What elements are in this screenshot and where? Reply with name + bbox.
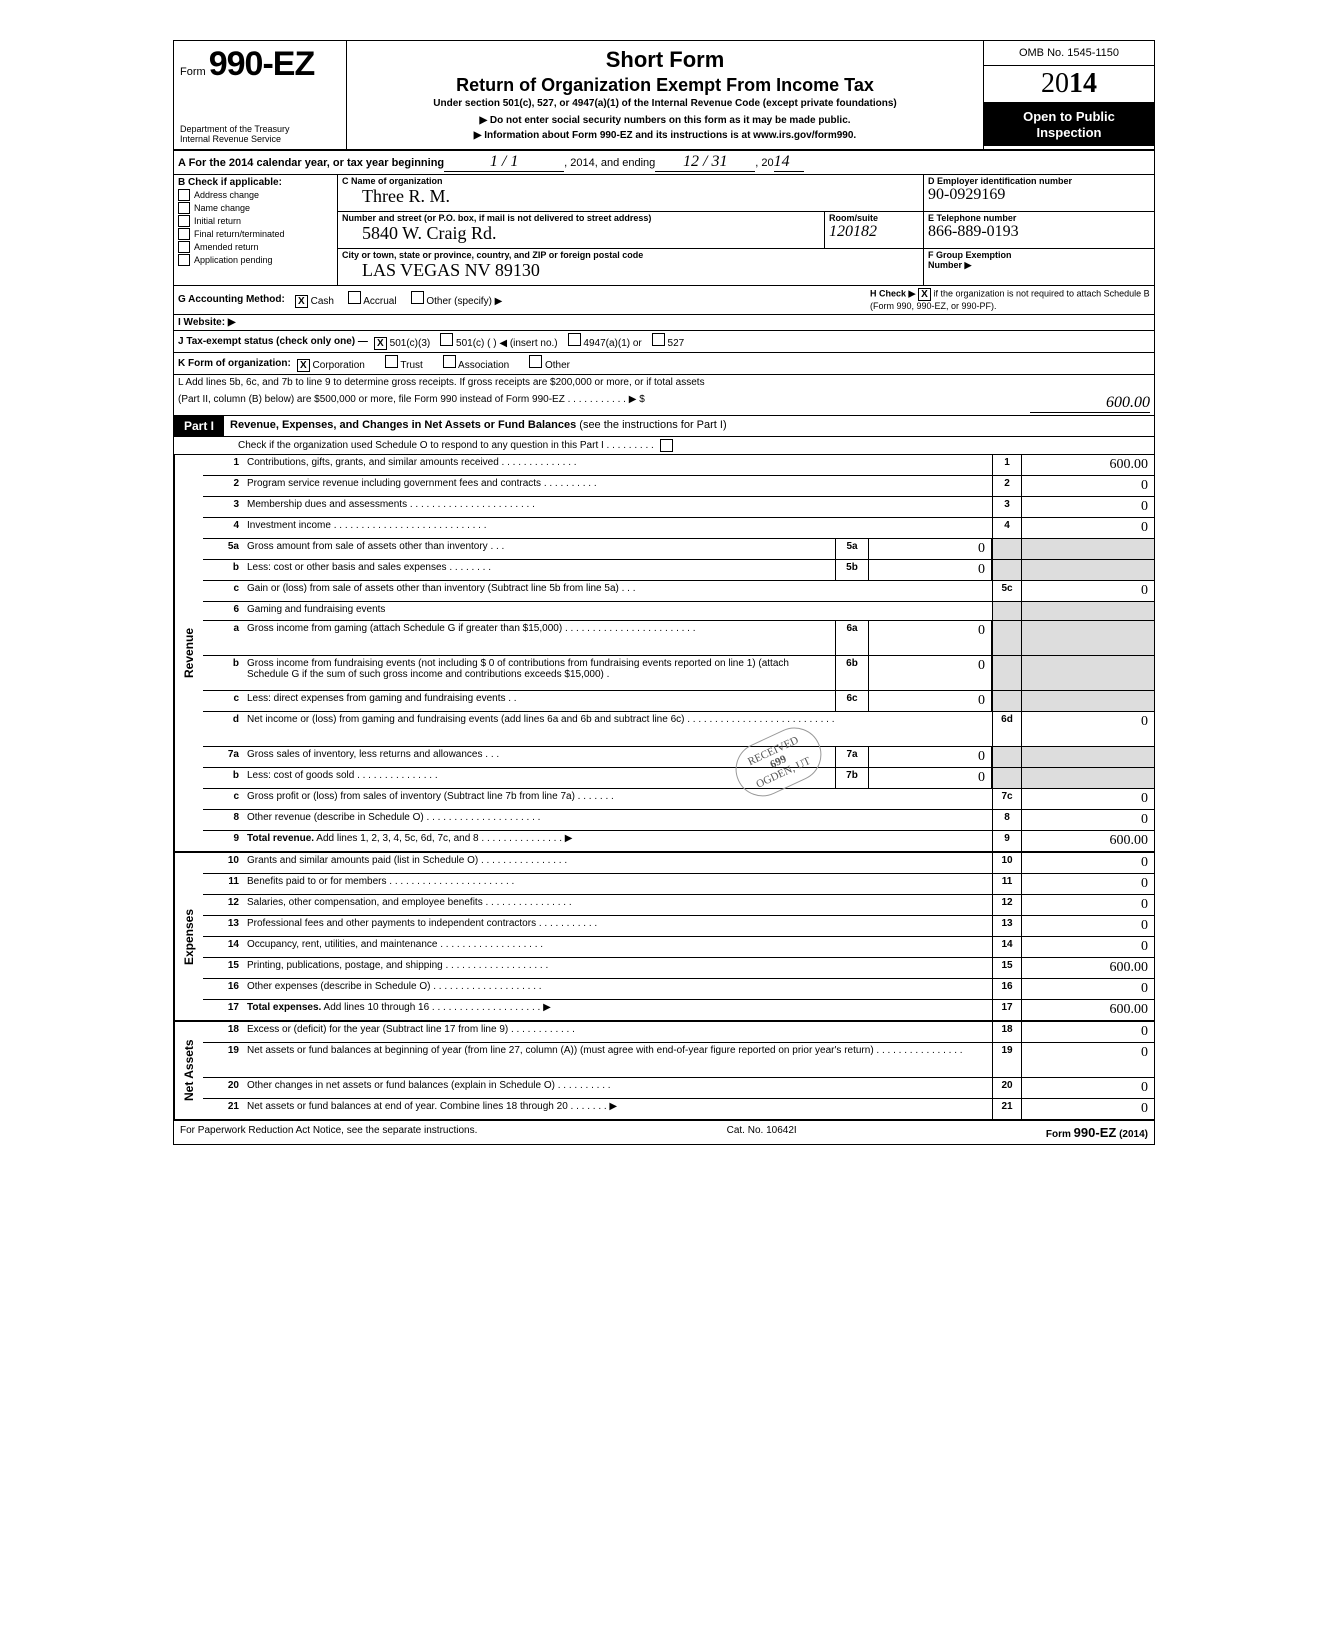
line-5c-amount[interactable]: 0 [1021,581,1154,601]
part1-check-scho: Check if the organization used Schedule … [174,437,1154,455]
line-i-website: I Website: ▶ [174,315,1154,331]
year-end[interactable]: 12 / 31 [655,153,755,172]
title-short: Short Form [355,47,975,73]
check-k-0[interactable]: X [297,359,310,372]
org-name[interactable]: Three R. M. [342,186,919,207]
right-box: OMB No. 1545-1150 2014 Open to Public In… [984,41,1154,149]
form-number-box: Form 990-EZ Department of the Treasury I… [174,41,347,149]
check-k-2[interactable] [443,355,456,368]
line-6b-value[interactable]: 0 [869,656,992,690]
line-2-amount[interactable]: 0 [1021,476,1154,496]
line-11-amount[interactable]: 0 [1021,874,1154,894]
line-21-amount[interactable]: 0 [1021,1099,1154,1119]
check-final-return-terminated[interactable] [178,228,190,240]
line-9-amount[interactable]: 600.00 [1021,831,1154,851]
line-l-gross: L Add lines 5b, 6c, and 7b to line 9 to … [174,375,1154,416]
check-g-0[interactable]: X [295,295,308,308]
tax-year: 2014 [984,66,1154,103]
check-application-pending[interactable] [178,254,190,266]
line-20-amount[interactable]: 0 [1021,1078,1154,1098]
check-g-2[interactable] [411,291,424,304]
line-10-amount[interactable]: 0 [1021,853,1154,873]
check-j-2[interactable] [568,333,581,346]
side-label-revenue: Revenue [174,455,203,851]
line-19-amount[interactable]: 0 [1021,1043,1154,1077]
line-7a-value[interactable]: 0 [869,747,992,767]
side-label-expenses: Expenses [174,853,203,1020]
open-to-public: Open to Public Inspection [984,103,1154,146]
part1-header: Part I Revenue, Expenses, and Changes in… [174,416,1154,437]
line-6a-value[interactable]: 0 [869,621,992,655]
title-sub: Under section 501(c), 527, or 4947(a)(1)… [355,98,975,109]
check-k-1[interactable] [385,355,398,368]
check-h[interactable]: X [918,288,931,301]
line-5b-value[interactable]: 0 [869,560,992,580]
line-18-amount[interactable]: 0 [1021,1022,1154,1042]
line-4-amount[interactable]: 0 [1021,518,1154,538]
col-b-checkboxes: B Check if applicable: Address changeNam… [174,175,338,285]
header-grid: B Check if applicable: Address changeNam… [174,175,1154,286]
check-initial-return[interactable] [178,215,190,227]
telephone[interactable]: 866-889-0193 [928,223,1150,241]
gross-receipts[interactable]: 600.00 [1030,394,1150,413]
org-city[interactable]: LAS VEGAS NV 89130 [342,260,919,281]
year-end-yy[interactable]: 14 [774,153,804,172]
col-de: D Employer identification number 90-0929… [924,175,1154,285]
title-box: Short Form Return of Organization Exempt… [347,41,984,149]
ein[interactable]: 90-0929169 [928,186,1150,204]
note-info: Information about Form 990-EZ and its in… [355,130,975,141]
line-12-amount[interactable]: 0 [1021,895,1154,915]
check-name-change[interactable] [178,202,190,214]
omb-number: OMB No. 1545-1150 [984,41,1154,66]
form-prefix: Form [180,66,206,78]
header-row: Form 990-EZ Department of the Treasury I… [174,41,1154,151]
line-j-status: J Tax-exempt status (check only one) — X… [174,331,1154,353]
line-16-amount[interactable]: 0 [1021,979,1154,999]
row-a-tax-year: A For the 2014 calendar year, or tax yea… [174,151,1154,175]
line-13-amount[interactable]: 0 [1021,916,1154,936]
check-schedule-o[interactable] [660,439,673,452]
line-g-h: G Accounting Method: X Cash Accrual Othe… [174,286,1154,315]
line-17-amount[interactable]: 600.00 [1021,1000,1154,1020]
form-990ez-page: Form 990-EZ Department of the Treasury I… [173,40,1155,1145]
line-15-amount[interactable]: 600.00 [1021,958,1154,978]
line-5a-value[interactable]: 0 [869,539,992,559]
line-1-amount[interactable]: 600.00 [1021,455,1154,475]
line-14-amount[interactable]: 0 [1021,937,1154,957]
check-j-3[interactable] [652,333,665,346]
page-footer: For Paperwork Reduction Act Notice, see … [174,1121,1154,1144]
col-c-org-info: C Name of organization Three R. M. Numbe… [338,175,924,285]
form-number: 990-EZ [209,45,315,83]
check-j-1[interactable] [440,333,453,346]
title-main: Return of Organization Exempt From Incom… [355,75,975,96]
dept-line2: Internal Revenue Service [180,135,340,145]
note-ssn: Do not enter social security numbers on … [355,115,975,126]
line-k-org-form: K Form of organization: X Corporation Tr… [174,353,1154,375]
check-k-3[interactable] [529,355,542,368]
line-6c-value[interactable]: 0 [869,691,992,711]
check-g-1[interactable] [348,291,361,304]
check-address-change[interactable] [178,189,190,201]
year-begin[interactable]: 1 / 1 [444,153,564,172]
check-j-0[interactable]: X [374,337,387,350]
check-amended-return[interactable] [178,241,190,253]
line-8-amount[interactable]: 0 [1021,810,1154,830]
side-label-net-assets: Net Assets [174,1022,203,1119]
line-7b-value[interactable]: 0 [869,768,992,788]
line-3-amount[interactable]: 0 [1021,497,1154,517]
line-7c-amount[interactable]: 0 [1021,789,1154,809]
room-suite[interactable]: 120182 [829,223,919,241]
line-6d-amount[interactable]: 0 [1021,712,1154,746]
